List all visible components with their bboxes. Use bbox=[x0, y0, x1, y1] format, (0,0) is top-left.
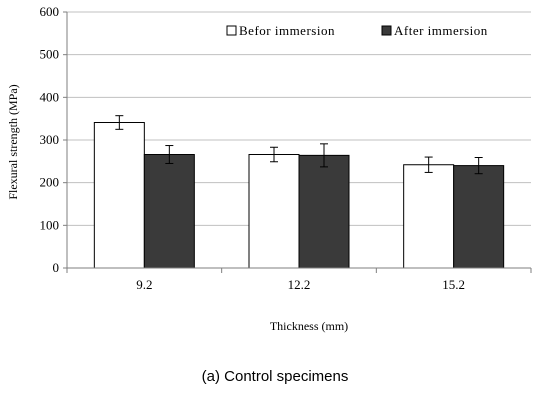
y-axis-ticks: 0 100 200 300 400 500 600 bbox=[40, 4, 67, 275]
x-axis-label: Thickness (mm) bbox=[270, 319, 348, 333]
legend-item: Befor immersion bbox=[226, 23, 335, 38]
error-bar bbox=[424, 156, 433, 173]
bar-after-15.2 bbox=[453, 165, 505, 269]
error-bar bbox=[270, 146, 278, 163]
bar-after-9.2 bbox=[143, 154, 195, 269]
x-tick-label: 12.2 bbox=[288, 277, 311, 292]
x-axis-ticks: 9.2 12.2 15.2 bbox=[66, 268, 532, 292]
y-tick-label: 500 bbox=[40, 47, 60, 62]
legend: Befor immersion After immersion bbox=[226, 23, 488, 38]
bar-before-12.2 bbox=[248, 154, 300, 269]
legend-swatch bbox=[226, 25, 237, 36]
y-tick-label: 0 bbox=[53, 260, 60, 275]
legend-item: After immersion bbox=[381, 23, 488, 38]
error-bar bbox=[115, 115, 124, 130]
legend-swatch bbox=[381, 25, 392, 36]
y-tick-label: 100 bbox=[40, 217, 60, 232]
bar-before-15.2 bbox=[403, 164, 455, 269]
x-tick-label: 9.2 bbox=[136, 277, 152, 292]
bar-before-9.2 bbox=[93, 122, 145, 269]
legend-label: After immersion bbox=[394, 23, 488, 38]
error-bar bbox=[474, 156, 483, 175]
legend-label: Befor immersion bbox=[239, 23, 335, 38]
error-bars bbox=[115, 115, 483, 175]
y-tick-label: 400 bbox=[40, 89, 60, 104]
error-bar bbox=[165, 145, 174, 164]
y-tick-label: 200 bbox=[40, 175, 60, 190]
y-tick-label: 300 bbox=[40, 132, 60, 147]
error-bar bbox=[320, 143, 328, 168]
bar-after-12.2 bbox=[298, 154, 350, 269]
x-tick-label: 15.2 bbox=[442, 277, 465, 292]
y-tick-label: 600 bbox=[40, 4, 60, 19]
figure-caption: (a) Control specimens bbox=[201, 368, 349, 385]
y-axis-label: Flexural strength (MPa) bbox=[6, 84, 20, 199]
bars bbox=[93, 122, 505, 269]
